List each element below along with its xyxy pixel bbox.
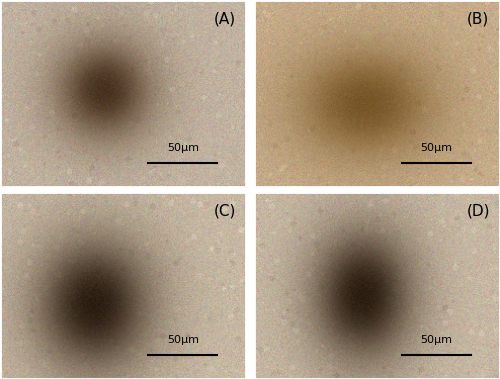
Text: (D): (D) bbox=[466, 204, 490, 219]
Text: 50μm: 50μm bbox=[167, 335, 199, 345]
Text: 50μm: 50μm bbox=[167, 143, 199, 153]
Text: (B): (B) bbox=[467, 12, 489, 27]
Text: 50μm: 50μm bbox=[420, 143, 452, 153]
Text: (C): (C) bbox=[214, 204, 236, 219]
Text: (A): (A) bbox=[214, 12, 236, 27]
Text: 50μm: 50μm bbox=[420, 335, 452, 345]
